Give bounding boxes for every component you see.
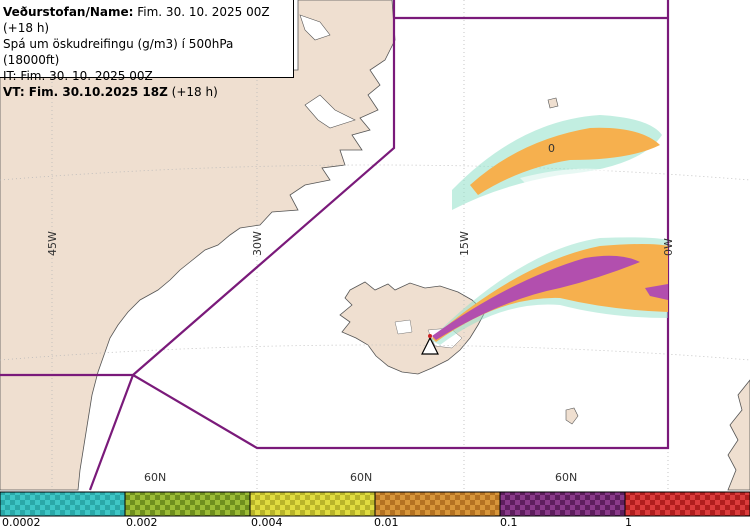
legend-label-4: 0.1 (500, 516, 518, 529)
ash-cloud-south (430, 237, 668, 345)
forecast-info-box: Veðurstofan/Name: Fim. 30. 10. 2025 00Z … (0, 0, 294, 99)
greenland-landmass (0, 0, 396, 491)
contour-label: 0 (548, 142, 555, 155)
lat-label-60n: 60N (144, 471, 166, 484)
fir-boundary-line (0, 0, 670, 491)
fjord-inlet (299, 14, 331, 41)
legend-color-scale (0, 491, 750, 517)
volcano-triangle-icon (421, 334, 439, 355)
ash-cloud-north (452, 115, 662, 210)
fjord-inlet (304, 94, 356, 129)
issuer-line: Veðurstofan/Name: Fim. 30. 10. 2025 00Z … (3, 5, 270, 35)
island (565, 407, 579, 425)
legend-swatch-4 (499, 491, 626, 517)
lon-label-0w: 0W (662, 238, 675, 256)
legend-label-0: 0.0002 (2, 516, 41, 529)
glacier-area (394, 319, 413, 335)
issue-time: IT: Fim. 30. 10. 2025 00Z (3, 69, 153, 83)
legend-label-3: 0.01 (374, 516, 399, 529)
island (547, 97, 559, 109)
lat-label-60n: 60N (555, 471, 577, 484)
legend-swatch-3 (374, 491, 501, 517)
valid-time: VT: Fim. 30.10.2025 18Z (+18 h) (3, 85, 218, 99)
lat-label-60n: 60N (350, 471, 372, 484)
norway-coast (727, 379, 750, 491)
legend-swatch-1 (124, 491, 251, 517)
legend-label-1: 0.002 (126, 516, 158, 529)
iceland-landmass (339, 281, 486, 375)
forecast-description: Spá um öskudreifingu (g/m3) í 500hPa (18… (3, 37, 234, 67)
legend-label-5: 1 (625, 516, 632, 529)
legend-swatch-0 (0, 491, 126, 517)
legend-labels: 0.0002 0.002 0.004 0.01 0.1 1 (0, 516, 750, 532)
lon-label-30w: 30W (251, 231, 264, 256)
legend-swatch-5 (624, 491, 750, 517)
legend-swatch-2 (249, 491, 376, 517)
lon-label-15w: 15W (458, 231, 471, 256)
lon-label-45w: 45W (46, 231, 59, 256)
legend-label-2: 0.004 (251, 516, 283, 529)
